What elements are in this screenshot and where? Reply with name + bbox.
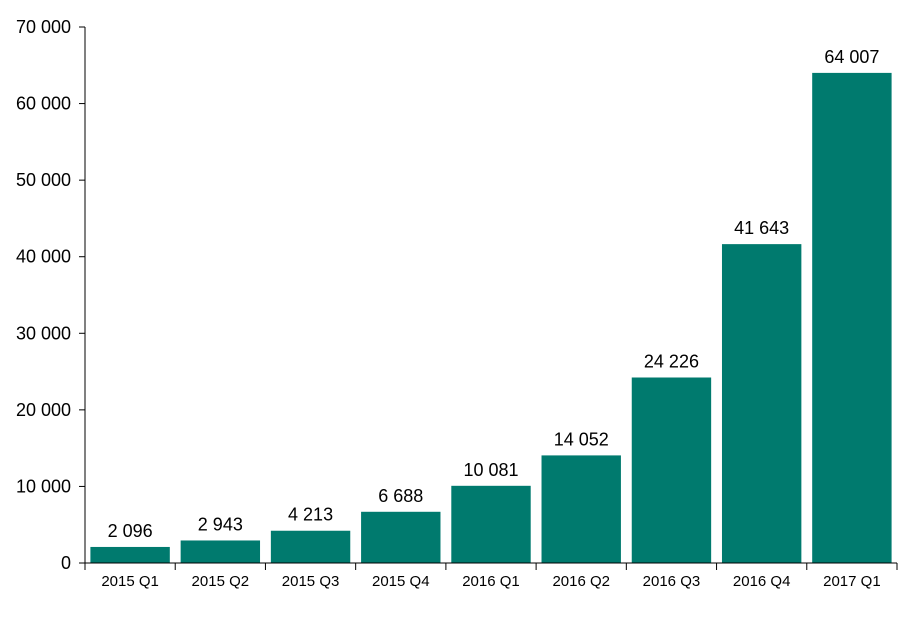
x-tick-label: 2015 Q4 bbox=[372, 573, 430, 590]
data-label: 41 643 bbox=[734, 218, 789, 238]
data-labels-group: 2 096 2 943 4 213 6 688 10 081 14 052 24 226 41… bbox=[108, 47, 880, 541]
y-tick-label: 10 000 bbox=[16, 476, 71, 496]
bar-2016-q3 bbox=[631, 377, 712, 563]
bar-2016-q1 bbox=[451, 485, 531, 563]
x-tick-label: 2016 Q2 bbox=[552, 573, 610, 590]
bars-group bbox=[90, 72, 892, 563]
x-axis: 2015 Q1 2015 Q2 2015 Q3 2015 Q4 2016 Q1 2016 … bbox=[84, 562, 898, 590]
bar-2017-q1 bbox=[812, 72, 892, 563]
data-label: 14 052 bbox=[554, 429, 609, 449]
bar-2016-q4 bbox=[721, 244, 802, 563]
x-tick-label: 2016 Q1 bbox=[462, 573, 520, 590]
x-tick-label: 2017 Q1 bbox=[823, 573, 881, 590]
bar-2015-q4 bbox=[361, 511, 441, 563]
bar-2016-q2 bbox=[541, 455, 621, 563]
x-tick-label: 2016 Q3 bbox=[643, 573, 701, 590]
x-tick-label: 2015 Q1 bbox=[101, 573, 159, 590]
data-label: 4 213 bbox=[288, 505, 333, 525]
y-tick-label: 50 000 bbox=[16, 170, 71, 190]
data-label: 2 096 bbox=[108, 521, 153, 541]
y-tick-label: 40 000 bbox=[16, 247, 71, 267]
bar-2015-q2 bbox=[180, 540, 261, 563]
y-tick-label: 0 bbox=[61, 553, 71, 573]
y-axis: 0 10 000 20 000 30 000 40 000 50 000 60 000 70 … bbox=[16, 17, 86, 573]
x-tick-label: 2015 Q2 bbox=[192, 573, 250, 590]
data-label: 10 081 bbox=[463, 460, 518, 480]
y-tick-label: 70 000 bbox=[16, 17, 71, 37]
x-tick-label: 2016 Q4 bbox=[733, 573, 791, 590]
x-tick-label: 2015 Q3 bbox=[282, 573, 340, 590]
data-label: 64 007 bbox=[824, 47, 879, 67]
y-tick-label: 60 000 bbox=[16, 94, 71, 114]
y-tick-label: 20 000 bbox=[16, 400, 71, 420]
data-label: 2 943 bbox=[198, 514, 243, 534]
data-label: 6 688 bbox=[378, 486, 423, 506]
data-label: 24 226 bbox=[644, 352, 699, 372]
bar-2015-q3 bbox=[270, 530, 351, 563]
bar-2015-q1 bbox=[90, 546, 170, 563]
y-tick-label: 30 000 bbox=[16, 323, 71, 343]
